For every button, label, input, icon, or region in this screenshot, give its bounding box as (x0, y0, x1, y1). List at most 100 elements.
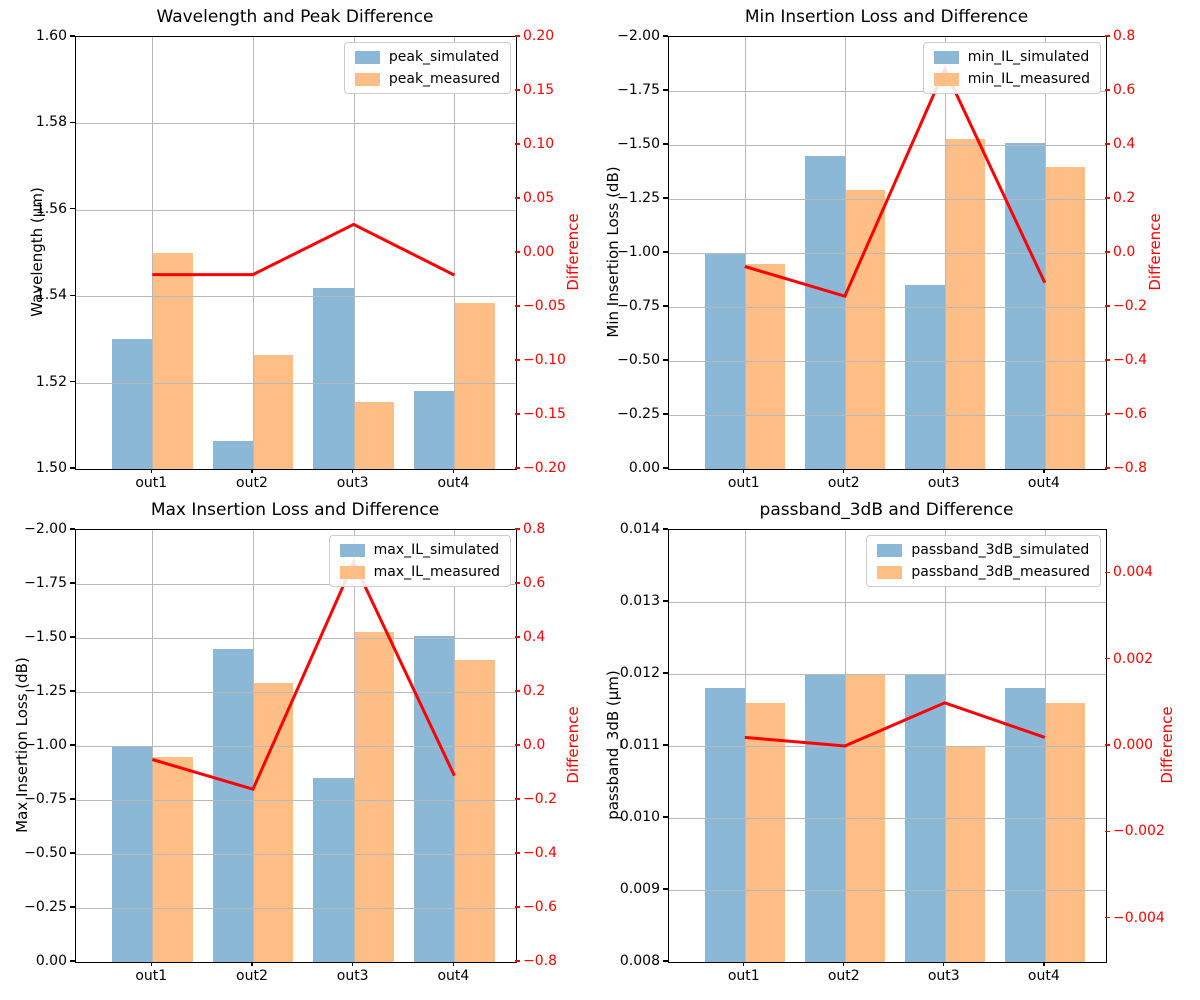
x-tick-label: out2 (827, 968, 860, 984)
legend-entry: passband_3dB_measured (877, 564, 1090, 580)
bar-measured (454, 659, 495, 962)
x-tick-mark (943, 468, 945, 473)
y-tick-label-left: −1.75 (617, 82, 660, 98)
y-tick-label-left: 1.54 (35, 287, 67, 304)
legend-swatch-measured (339, 565, 365, 579)
left-tick-mark (70, 294, 75, 296)
right-tick-mark (515, 690, 520, 692)
bar-measured (744, 263, 785, 469)
y-axis-label-left: Wavelength (μm) (28, 187, 46, 317)
y-tick-label-left: 1.56 (35, 200, 67, 217)
right-tick-mark (1105, 413, 1110, 415)
gridline-vertical (844, 37, 846, 469)
gridline-horizontal (669, 746, 1106, 747)
right-tick-mark (515, 359, 520, 361)
left-tick-mark (663, 359, 668, 361)
bar-simulated (704, 688, 745, 962)
legend-swatch-measured (933, 72, 959, 86)
y-tick-label-left: −0.75 (24, 791, 67, 807)
left-tick-mark (70, 636, 75, 638)
right-tick-mark (1105, 359, 1110, 361)
y-axis-label-right: Difference (1146, 213, 1164, 291)
y-tick-label-left: 1.52 (35, 373, 67, 390)
legend-entry: max_IL_measured (339, 564, 500, 580)
gridline-horizontal (669, 818, 1106, 819)
legend-swatch-simulated (354, 50, 380, 64)
difference-polyline (744, 701, 1046, 748)
legend: min_IL_simulated min_IL_measured (922, 42, 1101, 94)
y-tick-label-left: 0.012 (619, 665, 660, 681)
legend-entry: min_IL_simulated (933, 49, 1090, 65)
y-tick-label-left: −2.00 (24, 521, 67, 537)
gridline-horizontal (669, 415, 1106, 416)
right-tick-mark (1105, 305, 1110, 307)
bar-measured (1044, 166, 1085, 469)
left-tick-mark (663, 816, 668, 818)
x-tick-label: out1 (135, 968, 168, 984)
right-tick-mark (515, 143, 520, 145)
x-tick-label: out3 (927, 968, 960, 984)
legend-label: min_IL_measured (967, 71, 1090, 87)
gridline-vertical (944, 37, 946, 469)
y-tick-label-right: 0.10 (523, 136, 555, 152)
gridline-horizontal (669, 890, 1106, 891)
x-tick-label: out2 (236, 968, 268, 984)
y-tick-label-right: 0.002 (1113, 650, 1154, 667)
y-tick-label-left: 0.013 (619, 593, 660, 609)
legend-entry: max_IL_simulated (339, 542, 500, 558)
legend-label: max_IL_measured (373, 564, 500, 580)
y-tick-label-right: −0.15 (523, 406, 566, 422)
right-tick-mark (515, 528, 520, 530)
gridline-vertical (152, 530, 154, 962)
x-tick-mark (843, 961, 845, 966)
x-tick-mark (843, 468, 845, 473)
gridline-vertical (744, 530, 746, 962)
gridline-horizontal (669, 253, 1106, 254)
gridline-vertical (152, 37, 154, 469)
y-tick-label-left: −1.50 (24, 629, 67, 645)
y-axis-label-left: passband_3dB (μm) (604, 670, 622, 820)
y-tick-label-right: 0.2 (523, 683, 546, 699)
gridline-vertical (353, 530, 355, 962)
bar-simulated (414, 391, 455, 469)
left-tick-mark (663, 960, 668, 962)
legend-swatch-measured (877, 565, 903, 579)
left-tick-mark (70, 380, 75, 383)
legend-swatch-simulated (877, 543, 903, 557)
x-tick-label: out4 (1027, 968, 1060, 984)
gridline-horizontal (669, 602, 1106, 603)
legend-label: max_IL_simulated (373, 542, 500, 558)
y-tick-label-right: −0.8 (1113, 460, 1147, 476)
gridline-horizontal (76, 638, 516, 639)
legend-entry: min_IL_measured (933, 71, 1090, 87)
y-tick-label-right: 0.000 (1113, 737, 1154, 753)
y-tick-label-right: 0.8 (523, 521, 546, 537)
x-tick-mark (943, 961, 945, 966)
x-tick-mark (452, 961, 455, 966)
right-tick-mark (1105, 251, 1110, 253)
gridline-horizontal (669, 307, 1106, 308)
gridline-horizontal (76, 123, 516, 125)
legend-swatch-measured (354, 72, 380, 86)
chart-cell: Max Insertion Loss and Difference max_IL_… (0, 500, 600, 1000)
y-tick-label-right: −0.2 (523, 791, 557, 807)
right-tick-mark (1105, 143, 1110, 145)
right-tick-mark (1105, 657, 1110, 660)
bar-simulated (212, 648, 253, 962)
bar-simulated (1004, 142, 1045, 469)
y-axis-label-right: Difference (564, 213, 582, 291)
bar-simulated (414, 635, 455, 962)
y-tick-label-left: 0.011 (619, 737, 660, 753)
y-tick-label-right: 0.15 (523, 82, 555, 98)
gridline-horizontal (669, 91, 1106, 92)
left-tick-mark (663, 143, 668, 145)
y-tick-label-left: 1.50 (35, 460, 67, 476)
x-tick-mark (1043, 468, 1045, 473)
y-tick-label-left: 0.00 (35, 953, 67, 969)
right-tick-mark (1105, 197, 1110, 199)
x-tick-label: out4 (1027, 475, 1060, 491)
legend: peak_simulated peak_measured (343, 42, 511, 94)
gridline-vertical (353, 37, 355, 469)
gridline-vertical (1044, 530, 1046, 962)
left-tick-mark (70, 744, 75, 746)
